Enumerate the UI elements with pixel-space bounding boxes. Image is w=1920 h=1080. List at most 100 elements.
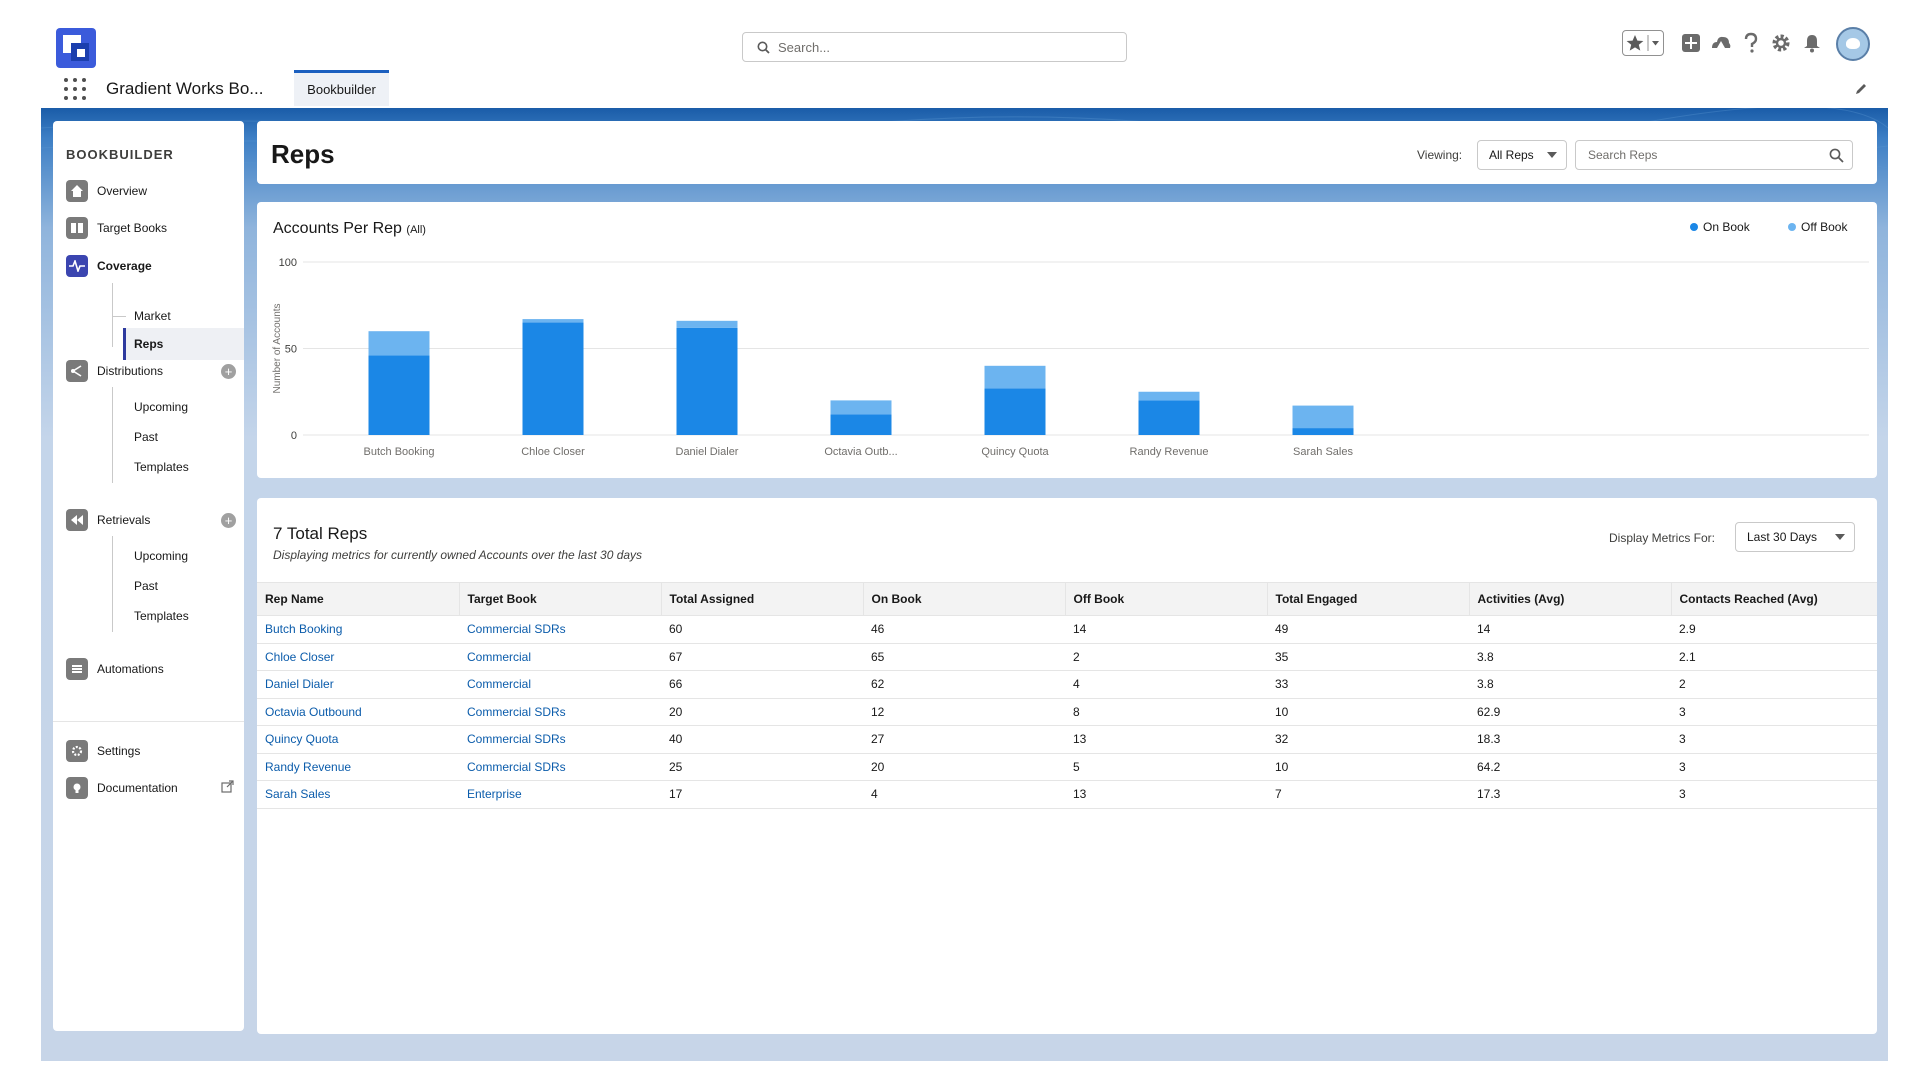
app-navigation-bar: Gradient Works Bo... Bookbuilder: [0, 70, 1920, 108]
sidebar-item-dist-upcoming[interactable]: Upcoming: [53, 391, 244, 423]
x-tick-label: Quincy Quota: [981, 446, 1049, 458]
rep-name-link[interactable]: Daniel Dialer: [257, 670, 459, 699]
sidebar-item-label: Market: [134, 309, 171, 323]
edit-nav-button[interactable]: [1854, 82, 1868, 101]
add-retrieval-button[interactable]: +: [221, 512, 236, 528]
target-book-link[interactable]: Commercial SDRs: [459, 698, 661, 726]
table-row: Chloe Closer Commercial 67 65 2 35 3.8 2.1: [257, 643, 1877, 671]
rep-name-link[interactable]: Randy Revenue: [257, 753, 459, 781]
bar-off-book: [1292, 405, 1354, 429]
reps-table: Rep Name Target Book Total Assigned On B…: [257, 582, 1877, 809]
viewing-select-value: All Reps: [1489, 148, 1534, 162]
y-tick-label: 0: [291, 430, 297, 442]
rep-name-link[interactable]: Quincy Quota: [257, 725, 459, 754]
sidebar-item-ret-upcoming[interactable]: Upcoming: [53, 540, 244, 572]
sidebar-item-label: Settings: [97, 744, 141, 758]
app-logo-icon[interactable]: [56, 28, 96, 68]
sidebar-item-dist-past[interactable]: Past: [53, 421, 244, 453]
chevron-down-icon: [1547, 152, 1557, 158]
plus-icon: [1682, 34, 1700, 52]
sidebar-item-coverage[interactable]: Coverage: [53, 250, 244, 282]
column-header[interactable]: Total Engaged: [1267, 582, 1470, 616]
target-book-link[interactable]: Enterprise: [459, 780, 661, 809]
rep-name-link[interactable]: Octavia Outbound: [257, 698, 459, 726]
column-header[interactable]: Contacts Reached (Avg): [1671, 582, 1877, 616]
legend-item-off-book[interactable]: Off Book: [1788, 220, 1847, 234]
external-link-icon[interactable]: [221, 780, 234, 796]
gear-icon: [1772, 34, 1790, 52]
avatar-icon[interactable]: [1836, 27, 1870, 61]
table-row: Sarah Sales Enterprise 17 4 13 7 17.3 3: [257, 780, 1877, 809]
table-cell: 3: [1671, 725, 1877, 754]
bar-off-book: [676, 320, 738, 328]
bar-on-book: [676, 327, 738, 435]
bar-on-book: [984, 388, 1046, 435]
tree-line: [112, 283, 113, 347]
global-search-input[interactable]: Search...: [742, 32, 1127, 62]
notifications-button[interactable]: [1799, 30, 1825, 56]
column-header[interactable]: Total Assigned: [661, 582, 864, 616]
sidebar-item-settings[interactable]: Settings: [53, 735, 244, 767]
sidebar-title: BOOKBUILDER: [66, 147, 174, 162]
waffle-icon[interactable]: [64, 78, 86, 100]
rep-name-link[interactable]: Chloe Closer: [257, 643, 459, 671]
sidebar-item-market[interactable]: Market: [53, 300, 244, 332]
sidebar-item-overview[interactable]: Overview: [53, 175, 244, 207]
rep-name-link[interactable]: Butch Booking: [257, 615, 459, 644]
sidebar-item-ret-past[interactable]: Past: [53, 570, 244, 602]
sidebar-item-reps[interactable]: Reps: [123, 328, 244, 360]
trailhead-button[interactable]: [1708, 30, 1734, 56]
documentation-icon: [66, 777, 88, 799]
bar-on-book: [1138, 400, 1200, 435]
target-book-link[interactable]: Commercial SDRs: [459, 725, 661, 754]
global-actions-button[interactable]: [1678, 30, 1704, 56]
page-title: Reps: [271, 139, 335, 169]
help-button[interactable]: [1738, 30, 1764, 56]
display-metrics-value: Last 30 Days: [1747, 530, 1818, 544]
column-header[interactable]: Activities (Avg): [1469, 582, 1672, 616]
tab-bookbuilder[interactable]: Bookbuilder: [294, 70, 389, 106]
bar-off-book: [522, 319, 584, 323]
chart-title-text: Accounts Per Rep: [273, 220, 402, 237]
sidebar-item-target-books[interactable]: Target Books: [53, 212, 244, 244]
column-header[interactable]: Off Book: [1065, 582, 1268, 616]
legend-item-on-book[interactable]: On Book: [1690, 220, 1750, 234]
viewing-select[interactable]: All Reps: [1477, 140, 1567, 170]
setup-button[interactable]: [1768, 30, 1794, 56]
favorites-button[interactable]: [1622, 30, 1664, 56]
table-cell: 25: [661, 753, 863, 781]
search-reps-input[interactable]: Search Reps: [1575, 140, 1853, 170]
add-distribution-button[interactable]: +: [221, 363, 236, 379]
sidebar-item-label: Past: [134, 579, 159, 593]
column-header[interactable]: Target Book: [459, 582, 662, 616]
table-cell: 35: [1267, 643, 1469, 671]
target-book-link[interactable]: Commercial SDRs: [459, 615, 661, 644]
column-header[interactable]: On Book: [863, 582, 1066, 616]
column-header[interactable]: Rep Name: [257, 582, 460, 616]
rep-name-link[interactable]: Sarah Sales: [257, 780, 459, 809]
trailhead-icon: [1712, 36, 1731, 48]
table-cell: 27: [863, 725, 1065, 754]
table-title: 7 Total Reps: [273, 524, 368, 543]
table-subtitle: Displaying metrics for currently owned A…: [273, 548, 643, 562]
table-cell: 33: [1267, 670, 1469, 699]
search-reps-placeholder: Search Reps: [1588, 148, 1658, 162]
sidebar-item-distributions[interactable]: Distributions +: [53, 355, 244, 387]
display-metrics-label: Display Metrics For:: [1609, 531, 1716, 545]
tree-line: [112, 536, 113, 632]
bell-icon: [1804, 35, 1820, 53]
sidebar-item-retrievals[interactable]: Retrievals +: [53, 504, 244, 536]
app-name: Gradient Works Bo...: [106, 79, 264, 98]
sidebar-item-ret-templates[interactable]: Templates: [53, 600, 244, 632]
sidebar-item-dist-templates[interactable]: Templates: [53, 451, 244, 483]
tree-line: [112, 387, 113, 483]
sidebar-item-automations[interactable]: Automations: [53, 653, 244, 685]
target-book-link[interactable]: Commercial SDRs: [459, 753, 661, 781]
target-book-link[interactable]: Commercial: [459, 670, 661, 699]
display-metrics-select[interactable]: Last 30 Days: [1735, 522, 1855, 552]
table-cell: 8: [1065, 698, 1267, 726]
table-cell: 66: [661, 670, 863, 699]
target-book-link[interactable]: Commercial: [459, 643, 661, 671]
viewing-label: Viewing:: [1417, 148, 1463, 162]
sidebar-item-documentation[interactable]: Documentation: [53, 772, 244, 804]
